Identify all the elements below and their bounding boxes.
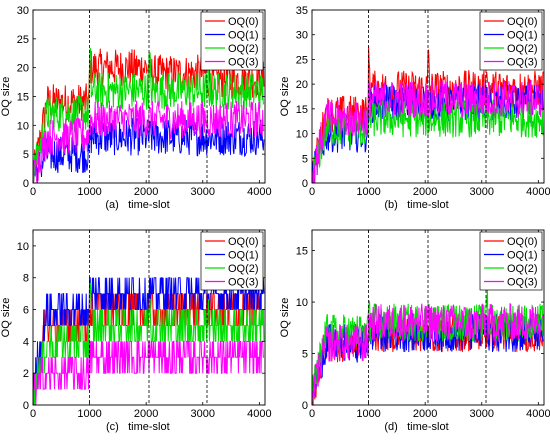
y-tick-label: 10 (17, 241, 29, 253)
series-line-OQ(1) (32, 116, 265, 184)
legend-label: OQ(3) (507, 57, 538, 69)
panel-caption: (a) (105, 199, 118, 211)
x-tick-label: 0 (309, 186, 315, 198)
x-tick-label: 3000 (470, 408, 494, 420)
x-tick-label: 3000 (191, 186, 215, 198)
chart-panel-1: 0 1000 2000 3000 4000 0 5 10 15 20 25 30 35 OQ size (b… (279, 5, 550, 211)
y-tick-label: 8 (23, 273, 29, 285)
panel-caption: (c) (106, 421, 119, 433)
y-tick-label: 15 (17, 92, 29, 104)
panel-caption: (b) (384, 199, 397, 211)
x-tick-label: 3000 (470, 186, 494, 198)
x-tick-label: 1000 (356, 186, 380, 198)
x-tick-label: 2000 (134, 408, 158, 420)
x-axis-label: time-slot (407, 199, 449, 211)
y-tick-label: 10 (17, 120, 29, 132)
series-line-OQ(0) (311, 46, 544, 184)
legend-label: OQ(3) (228, 57, 259, 69)
x-axis-label: time-slot (128, 199, 170, 211)
y-tick-label: 10 (296, 297, 308, 309)
y-tick-label: 35 (296, 5, 308, 17)
y-axis-label: OQ size (279, 298, 291, 338)
y-tick-label: 0 (23, 178, 29, 190)
legend-label: OQ(2) (507, 43, 538, 55)
legend-label: OQ(1) (507, 30, 538, 42)
legend-label: OQ(1) (228, 30, 259, 42)
series-line-OQ(2) (311, 285, 544, 402)
legend-label: OQ(3) (228, 277, 259, 289)
y-tick-label: 15 (296, 104, 308, 116)
y-tick-label: 10 (296, 129, 308, 141)
legend-label: OQ(3) (507, 277, 538, 289)
legend-box (200, 11, 264, 71)
y-tick-label: 25 (17, 34, 29, 46)
y-tick-label: 25 (296, 54, 308, 66)
y-tick-label: 30 (296, 30, 308, 42)
series-line-OQ(3) (311, 79, 544, 184)
plot-frame (32, 229, 266, 406)
legend-label: OQ(1) (228, 250, 259, 262)
legend-label: OQ(2) (228, 43, 259, 55)
series-line-OQ(2) (33, 282, 265, 406)
x-tick-label: 1000 (77, 186, 101, 198)
x-tick-label: 4000 (247, 408, 271, 420)
y-tick-label: 0 (23, 400, 29, 412)
x-tick-label: 4000 (526, 408, 550, 420)
legend-label: OQ(2) (507, 263, 538, 275)
y-axis-label: OQ size (0, 298, 12, 338)
chart-panel-3: 0 1000 2000 3000 4000 0 5 10 15 OQ size (d) time-sl… (279, 229, 550, 433)
legend-label: OQ(2) (228, 263, 259, 275)
y-tick-label: 5 (302, 153, 308, 165)
panel-caption: (d) (384, 421, 397, 433)
chart-panel-0: 0 1000 2000 3000 4000 0 5 10 15 20 25 30 OQ size (a) t… (0, 5, 272, 211)
x-tick-label: 1000 (356, 408, 380, 420)
x-axis-label: time-slot (407, 421, 449, 433)
x-tick-label: 3000 (191, 408, 215, 420)
series-line-OQ(3) (33, 340, 264, 406)
legend-label: OQ(0) (228, 16, 259, 28)
x-tick-label: 4000 (526, 186, 550, 198)
y-axis-label: OQ size (0, 77, 12, 117)
x-tick-label: 0 (30, 408, 36, 420)
legend-label: OQ(0) (507, 16, 538, 28)
plot-frame (311, 9, 545, 184)
y-tick-label: 0 (302, 178, 308, 190)
legend-label: OQ(0) (228, 236, 259, 248)
y-tick-label: 15 (296, 246, 308, 258)
y-tick-label: 0 (302, 400, 308, 412)
x-tick-label: 0 (30, 186, 36, 198)
y-tick-label: 20 (296, 79, 308, 91)
y-axis-label: OQ size (279, 77, 291, 117)
x-tick-label: 2000 (413, 186, 437, 198)
chart-panel-2: 0 1000 2000 3000 4000 0 2 4 6 8 10 OQ size (c) time-s… (0, 229, 272, 433)
legend-label: OQ(1) (507, 250, 538, 262)
x-tick-label: 4000 (247, 186, 271, 198)
y-tick-label: 6 (23, 305, 29, 317)
x-tick-label: 2000 (413, 408, 437, 420)
x-tick-label: 0 (309, 408, 315, 420)
y-tick-label: 4 (23, 336, 29, 348)
legend-box (200, 231, 264, 291)
x-tick-label: 1000 (77, 408, 101, 420)
y-tick-label: 5 (23, 149, 29, 161)
legend-label: OQ(0) (507, 236, 538, 248)
legend-box (479, 11, 543, 71)
y-tick-label: 5 (302, 349, 308, 361)
y-tick-label: 30 (17, 5, 29, 17)
y-tick-label: 2 (23, 368, 29, 380)
x-tick-label: 2000 (134, 186, 158, 198)
y-tick-label: 20 (17, 63, 29, 75)
series-line-OQ(3) (32, 100, 265, 184)
plot-frame (311, 229, 545, 406)
x-axis-label: time-slot (128, 421, 170, 433)
legend-box (479, 231, 543, 291)
series-line-OQ(3) (311, 303, 544, 406)
